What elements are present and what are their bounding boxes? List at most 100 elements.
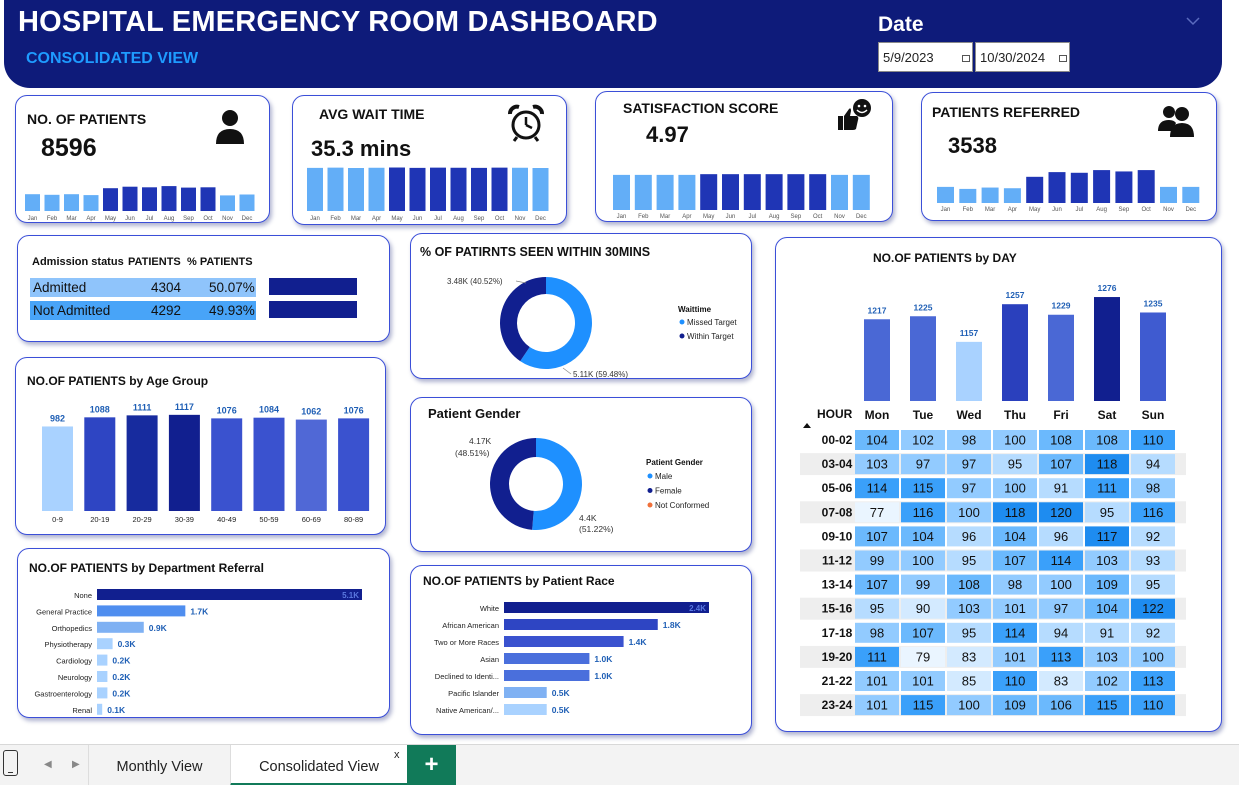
age-data-label: 982 bbox=[50, 413, 65, 423]
heatmap-value: 96 bbox=[962, 529, 976, 544]
day-data-label: 1229 bbox=[1052, 301, 1071, 311]
bar-category-label: Asian bbox=[480, 655, 499, 664]
heatmap-value: 99 bbox=[870, 553, 884, 568]
kpi-month-label: Jul bbox=[434, 216, 442, 222]
heatmap-cell bbox=[993, 550, 1037, 571]
tab-scroll-left-icon[interactable]: ◀ bbox=[44, 759, 52, 770]
tab-monthly-view[interactable]: Monthly View bbox=[88, 745, 230, 785]
bar-data-label: 0.5K bbox=[552, 705, 571, 715]
chevron-down-icon[interactable] bbox=[1186, 14, 1200, 28]
heatmap-value: 91 bbox=[1100, 625, 1114, 640]
kpi-month-label: Sep bbox=[1119, 207, 1130, 213]
heatmap-cell bbox=[1131, 622, 1175, 643]
kpi-month-label: Sep bbox=[183, 216, 194, 222]
heatmap-value: 100 bbox=[1050, 577, 1072, 592]
hour-label: 03-04 bbox=[822, 457, 853, 471]
heatmap-value: 107 bbox=[912, 625, 934, 640]
kpi-month-label: Mar bbox=[660, 214, 670, 220]
heatmap-value: 101 bbox=[1004, 649, 1026, 664]
horizontal-bar bbox=[97, 671, 108, 682]
kpi-bar bbox=[471, 167, 487, 211]
seen-within-30-title: % OF PATIRNTS SEEN WITHIN 30MINS bbox=[420, 245, 651, 259]
mobile-layout-icon[interactable] bbox=[3, 750, 18, 776]
heatmap-cell bbox=[1039, 502, 1083, 523]
age-group-chart: 982 0-9 1088 20-19 1111 20-29 1117 30-39 1076 40-… bbox=[42, 402, 370, 524]
heatmap-cell bbox=[1085, 695, 1129, 716]
tab-consolidated-view[interactable]: Consolidated View bbox=[230, 745, 407, 785]
legend-marker bbox=[647, 488, 653, 493]
heatmap-value: 91 bbox=[1054, 481, 1068, 496]
date-from-input[interactable]: 5/9/2023 bbox=[878, 42, 973, 72]
day-column-header: Mon bbox=[865, 408, 890, 422]
kpi-bar bbox=[430, 167, 446, 211]
kpi-month-label: Jul bbox=[1075, 207, 1083, 213]
kpi-bar bbox=[1070, 172, 1088, 203]
heatmap-cell bbox=[855, 430, 899, 450]
age-data-label: 1084 bbox=[259, 405, 279, 415]
kpi-month-label: Oct bbox=[495, 216, 505, 222]
kpi-month-label: Jun bbox=[125, 216, 135, 222]
heatmap-cell bbox=[1131, 454, 1175, 475]
heatmap-cell bbox=[947, 646, 991, 667]
heatmap-cell bbox=[1085, 574, 1129, 595]
kpi-bar bbox=[200, 187, 216, 211]
age-bar bbox=[295, 419, 327, 511]
department-referral-card: NO.OF PATIENTS by Department Referral No… bbox=[17, 548, 390, 718]
kpi-month-label: Oct bbox=[203, 216, 213, 222]
heatmap-value: 107 bbox=[866, 577, 888, 592]
table-row[interactable]: Admitted 4304 50.07% bbox=[30, 278, 256, 297]
kpi-month-label: Sep bbox=[474, 216, 485, 222]
admission-status-cell: Admitted bbox=[33, 280, 87, 295]
person-icon bbox=[216, 110, 244, 144]
heatmap-cell bbox=[855, 550, 899, 571]
table-row[interactable]: Not Admitted 4292 49.93% bbox=[30, 301, 256, 320]
pct-cell: 50.07% bbox=[209, 280, 255, 295]
kpi-month-label: Apr bbox=[682, 214, 691, 220]
heatmap-cell bbox=[993, 454, 1037, 475]
leader-line bbox=[515, 280, 527, 284]
horizontal-bar bbox=[97, 654, 108, 666]
heatmap-value: 118 bbox=[1097, 457, 1118, 472]
add-page-button[interactable]: + bbox=[407, 745, 456, 785]
bar-category-label: White bbox=[480, 604, 499, 613]
heatmap-value: 110 bbox=[1005, 674, 1026, 689]
kpi-monthly-chart: Jan Feb Mar Apr May Jun Jul Aug Sep Oct Nov Dec bbox=[307, 167, 549, 222]
heatmap-cell bbox=[901, 454, 945, 475]
calendar-icon[interactable] bbox=[962, 55, 970, 62]
kpi-bar bbox=[1003, 188, 1021, 203]
bar-data-label: 0.9K bbox=[149, 623, 168, 633]
hour-label: 00-02 bbox=[822, 433, 853, 447]
kpi-bar bbox=[656, 174, 674, 210]
date-to-input[interactable]: 10/30/2024 bbox=[975, 42, 1070, 72]
kpi-month-label: Apr bbox=[1008, 207, 1017, 213]
kpi-month-label: Jun bbox=[1052, 207, 1062, 213]
day-bar bbox=[1048, 314, 1074, 401]
kpi-title: AVG WAIT TIME bbox=[319, 106, 425, 122]
heatmap-cell bbox=[901, 695, 945, 716]
kpi-month-label: Jan bbox=[28, 216, 38, 222]
calendar-icon[interactable] bbox=[1059, 55, 1067, 62]
legend-title: Patient Gender bbox=[646, 458, 703, 467]
heatmap-value: 79 bbox=[916, 649, 930, 664]
slice-data-label: (51.22%) bbox=[579, 524, 614, 534]
heatmap-cell bbox=[901, 502, 945, 523]
legend-entry: Not Conformed bbox=[655, 501, 709, 510]
heatmap-value: 110 bbox=[1143, 433, 1164, 448]
hour-label: 13-14 bbox=[822, 578, 853, 592]
bar-data-label: 0.2K bbox=[112, 688, 131, 698]
heatmap-value: 100 bbox=[912, 553, 934, 568]
kpi-bar bbox=[348, 168, 364, 211]
tab-scroll-right-icon[interactable]: ▶ bbox=[72, 759, 80, 770]
age-bar bbox=[42, 426, 73, 511]
patient-gender-title: Patient Gender bbox=[428, 406, 521, 421]
close-icon[interactable]: x bbox=[394, 749, 400, 761]
department-referral-chart: None 5.1K General Practice 1.7K Orthopedics 0… bbox=[34, 589, 362, 715]
age-bar bbox=[338, 418, 370, 511]
thumbs-up-smile-icon bbox=[838, 99, 871, 130]
kpi-month-label: May bbox=[391, 216, 402, 222]
kpi-bar bbox=[239, 194, 255, 211]
day-data-label: 1157 bbox=[960, 328, 979, 338]
age-bar bbox=[168, 414, 200, 511]
day-data-label: 1257 bbox=[1006, 290, 1025, 300]
horizontal-bar bbox=[504, 687, 547, 698]
